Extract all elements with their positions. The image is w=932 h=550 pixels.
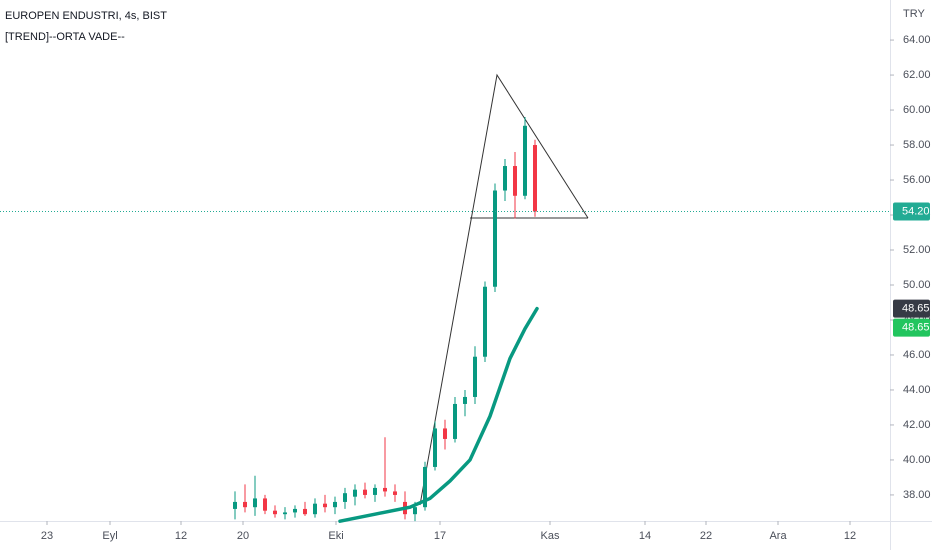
candle-body [473, 356, 477, 397]
candle-body [253, 498, 257, 508]
candle-body [243, 501, 247, 508]
candle-body [343, 493, 347, 502]
candle-body [453, 403, 457, 439]
candle-body [513, 166, 517, 196]
candle-body [443, 428, 447, 439]
x-tick-label: 17 [434, 530, 446, 542]
price-label: 54.20 [902, 205, 930, 217]
y-tick-label: 62.00 [903, 69, 931, 81]
candle-body [393, 491, 397, 495]
candle-body [433, 428, 437, 467]
x-tick-label: 14 [639, 530, 651, 542]
x-tick-label: 20 [237, 530, 249, 542]
price-label: 48.65 [902, 303, 930, 315]
indicator-name: [TREND]--ORTA VADE-- [5, 31, 125, 43]
x-tick-label: 23 [41, 530, 53, 542]
candle-body [493, 190, 497, 287]
x-tick-label: 22 [700, 530, 712, 542]
candle-body [313, 503, 317, 515]
moving-average [338, 306, 539, 523]
y-tick-label: 42.00 [903, 419, 931, 431]
x-tick-label: 12 [844, 530, 856, 542]
y-tick-label: 46.00 [903, 349, 931, 361]
y-tick-label: 60.00 [903, 104, 931, 116]
candle-body [363, 489, 367, 495]
trend-drawing[interactable] [419, 73, 589, 506]
candle-body [523, 125, 527, 196]
candle-body [263, 498, 267, 511]
x-tick-label: Ara [769, 530, 787, 542]
x-tick-label: Kas [541, 530, 560, 542]
y-tick-label: 44.00 [903, 384, 931, 396]
candle-body [323, 503, 327, 508]
candle-body [483, 286, 487, 357]
candle-body [333, 501, 337, 508]
chart-title: EUROPEN ENDUSTRI, 4s, BIST [5, 10, 167, 22]
candle-body [423, 466, 427, 508]
y-tick-label: 50.00 [903, 279, 931, 291]
y-tick-label: 58.00 [903, 139, 931, 151]
x-tick-label: Eki [328, 530, 343, 542]
candle-body [463, 396, 467, 404]
y-tick-label: 56.00 [903, 174, 931, 186]
y-tick-label: 40.00 [903, 454, 931, 466]
x-tick-label: Eyl [102, 530, 117, 542]
price-label-box [893, 318, 930, 337]
price-label-box [893, 202, 930, 221]
y-tick-label: 64.00 [903, 34, 931, 46]
candle-body [303, 508, 307, 515]
y-tick-label: 38.00 [903, 489, 931, 501]
price-label: 48.65 [902, 322, 930, 334]
candle-body [503, 166, 507, 191]
candle-body [283, 512, 287, 515]
candle-body [383, 487, 387, 492]
currency: TRY [903, 8, 925, 20]
candle-body [273, 510, 277, 515]
y-tick-label: 52.00 [903, 244, 931, 256]
x-tick-label: 12 [175, 530, 187, 542]
candle-body [233, 501, 237, 509]
price-label-box [893, 299, 930, 318]
candle-body [373, 487, 377, 495]
candle-body [413, 507, 417, 515]
candle-body [533, 145, 537, 212]
candle-body [353, 489, 357, 497]
candle-body [293, 508, 297, 513]
